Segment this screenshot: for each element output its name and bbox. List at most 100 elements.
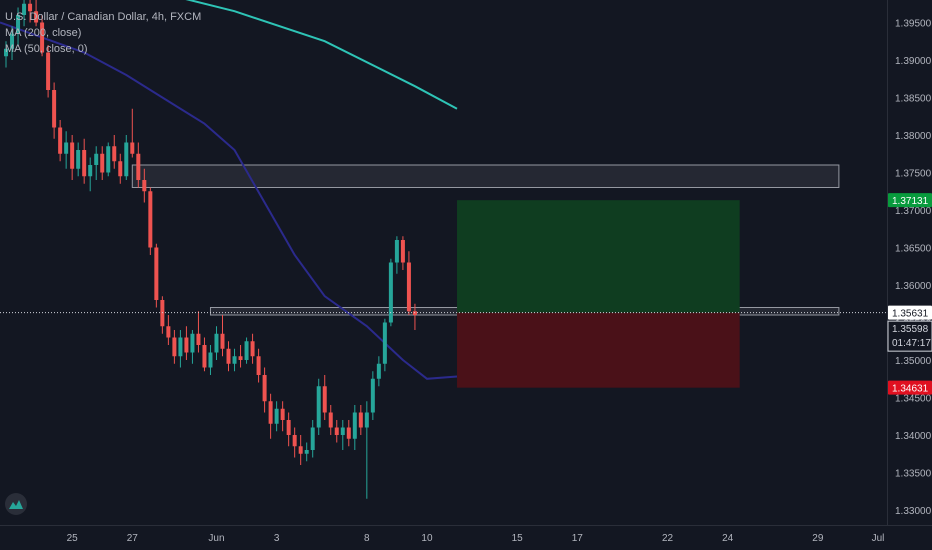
y-tick-label: 1.33500 (895, 469, 932, 480)
y-tick-label: 1.39000 (895, 56, 932, 67)
candle-body (172, 337, 177, 357)
candle-body (82, 150, 87, 177)
candle-body (238, 356, 243, 360)
candle-body (64, 142, 69, 154)
candle-body (70, 142, 75, 169)
candle-body (202, 345, 207, 368)
candle-body (52, 90, 57, 128)
x-tick-label: Jun (208, 533, 224, 544)
candle-body (106, 146, 111, 173)
candle-body (40, 22, 45, 53)
candle-body (304, 450, 309, 454)
y-tick-label: 1.34000 (895, 431, 932, 442)
tradingview-logo-icon[interactable] (5, 493, 27, 515)
x-tick-label: Jul (872, 533, 885, 544)
last-price-tag-bg (887, 320, 932, 352)
candle-body (250, 341, 255, 357)
candle-body (208, 352, 213, 368)
entry-price-tag-bg (888, 305, 932, 320)
take-profit-price-tag: 1.37131 (892, 196, 929, 207)
candle-body (352, 412, 357, 439)
candle-body (358, 412, 363, 428)
x-tick-label: 15 (512, 533, 524, 544)
candle-body (10, 33, 15, 49)
candle-body (100, 153, 105, 173)
x-tick-label: 25 (67, 533, 79, 544)
ma200-label: MA (200, close) (5, 27, 82, 39)
y-tick-label: 1.38500 (895, 94, 932, 105)
ma50-label: MA (50, close, 0) (5, 43, 88, 55)
candle-body (34, 11, 39, 23)
y-tick-label: 1.35000 (895, 356, 932, 367)
candle-body (322, 386, 327, 413)
y-tick-label: 1.33000 (895, 506, 932, 517)
candle-body (154, 247, 159, 300)
candle-body (220, 333, 225, 349)
y-tick-label: 1.38000 (895, 131, 932, 142)
countdown-timer: 01:47:17 (892, 338, 931, 349)
candle-body (340, 427, 345, 435)
stop-loss-price-tag: 1.34631 (892, 384, 929, 395)
candle-body (388, 262, 393, 323)
candle-body (280, 408, 285, 420)
x-tick-label: 3 (274, 533, 280, 544)
supply-zone (131, 164, 840, 188)
candle-body (94, 153, 99, 165)
y-tick-label: 1.37500 (895, 169, 932, 180)
candle-body (214, 333, 219, 353)
candle-body (256, 356, 261, 375)
stop-loss-zone (457, 312, 740, 388)
candle-body (316, 386, 321, 428)
take-profit-price-tag-bg (888, 193, 932, 208)
candle-body (382, 322, 387, 364)
take-profit-zone (457, 200, 740, 313)
candle-body (262, 375, 267, 402)
ma200-line (185, 0, 458, 110)
candle-body (16, 15, 21, 34)
candle-body (406, 262, 411, 312)
candle-body (184, 337, 189, 353)
candle-body (166, 326, 171, 338)
candle-body (88, 165, 93, 177)
candle-body (364, 412, 369, 428)
stop-loss-price-tag-bg (888, 380, 932, 395)
y-tick-label: 1.36500 (895, 244, 932, 255)
candle-body (244, 341, 249, 360)
candle-body (136, 153, 141, 180)
candle-body (394, 240, 399, 263)
candle-body (370, 378, 375, 413)
candle-body (274, 408, 279, 424)
x-tick-label: 29 (812, 533, 824, 544)
entry-price-tag: 1.35631 (892, 309, 929, 320)
candle-body (118, 161, 123, 177)
candle-body (22, 3, 27, 15)
candle-body (286, 420, 291, 435)
x-tick-label: 8 (364, 533, 370, 544)
symbol-title: U.S. Dollar / Canadian Dollar, 4h, FXCM (5, 11, 202, 23)
candle-body (328, 412, 333, 428)
chart-legend: U.S. Dollar / Canadian Dollar, 4h, FXCM … (5, 9, 201, 57)
candle-body (142, 180, 147, 192)
ma50-line (0, 21, 458, 380)
candle-body (268, 401, 273, 424)
candle-body (190, 333, 195, 353)
candle-body (46, 52, 51, 90)
y-tick-label: 1.39500 (895, 19, 932, 30)
y-tick-label: 1.36000 (895, 281, 932, 292)
candle-body (112, 146, 117, 162)
candle-body (76, 150, 81, 169)
last-price-tag: 1.35598 (892, 324, 929, 335)
candle-body (28, 3, 33, 12)
candle-body (148, 191, 153, 248)
candle-body (334, 427, 339, 435)
y-tick-label: 1.37000 (895, 206, 932, 217)
y-tick-label: 1.34500 (895, 394, 932, 405)
candle-body (310, 427, 315, 450)
x-tick-label: 24 (722, 533, 734, 544)
x-tick-label: 10 (421, 533, 433, 544)
candle-body (130, 142, 135, 154)
candle-body (292, 435, 297, 447)
candle-body (298, 446, 303, 454)
candle-body (178, 337, 183, 357)
